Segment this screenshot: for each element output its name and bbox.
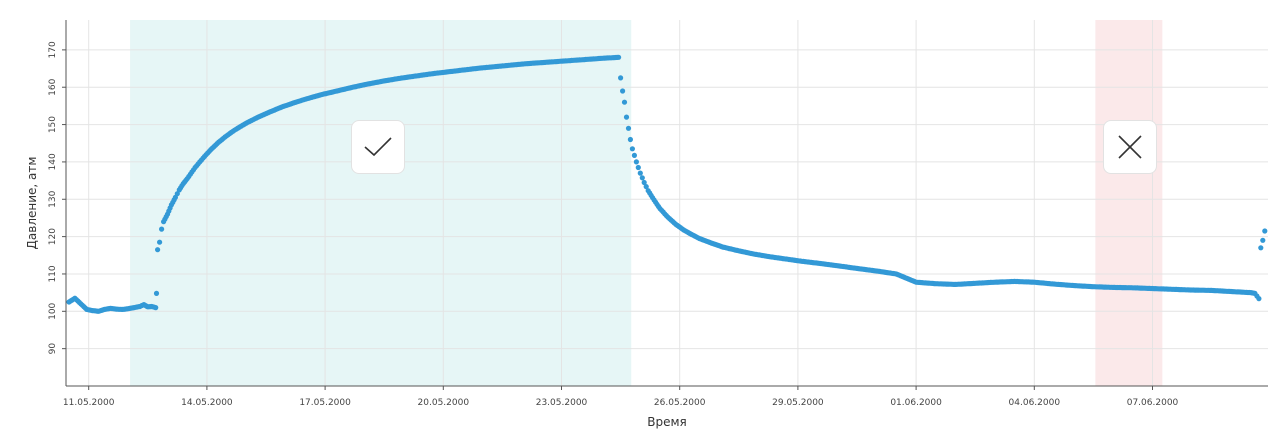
y-tick-label: 110 xyxy=(48,265,58,282)
data-point xyxy=(629,146,636,152)
data-point xyxy=(157,239,163,245)
x-tick-label: 17.05.2000 xyxy=(299,398,351,408)
y-tick-label: 170 xyxy=(48,41,58,58)
regions-layer xyxy=(130,20,1163,386)
data-point xyxy=(1262,228,1268,234)
data-point xyxy=(627,136,634,143)
data-point xyxy=(159,226,165,232)
data-point xyxy=(618,75,624,81)
y-tick-label: 120 xyxy=(48,228,58,245)
data-point xyxy=(621,99,628,105)
x-tick-label: 07.06.2000 xyxy=(1127,398,1179,408)
axes-layer xyxy=(65,20,1268,387)
x-tick-label: 01.06.2000 xyxy=(890,398,942,408)
x-tick-label: 26.05.2000 xyxy=(654,398,706,408)
y-tick-label: 160 xyxy=(48,78,58,95)
success-badge[interactable] xyxy=(351,120,405,174)
grid-layer xyxy=(66,20,1268,386)
x-tick-labels: 11.05.2000 14.05.2000 17.05.2000 20.05.2000… xyxy=(63,386,1179,408)
x-tick-label: 23.05.2000 xyxy=(536,398,588,408)
close-icon xyxy=(1118,135,1142,159)
data-point xyxy=(641,179,647,186)
x-axis-title: Время xyxy=(647,415,687,429)
data-points-layer xyxy=(66,54,1268,314)
data-point xyxy=(153,305,159,311)
x-tick-label: 04.06.2000 xyxy=(1009,398,1061,408)
data-point xyxy=(620,88,626,94)
check-icon xyxy=(364,137,392,157)
y-tick-labels: 90 100 110 120 130 140 150 160 170 xyxy=(48,41,66,354)
failure-badge[interactable] xyxy=(1103,120,1157,174)
y-tick-label: 90 xyxy=(48,343,58,355)
x-tick-label: 29.05.2000 xyxy=(772,398,824,408)
x-tick-label: 20.05.2000 xyxy=(418,398,470,408)
data-point xyxy=(637,170,643,176)
y-tick-label: 150 xyxy=(48,116,58,133)
y-tick-label: 100 xyxy=(48,302,58,319)
y-axis-title: Давление, атм xyxy=(25,157,39,250)
data-point xyxy=(643,184,649,190)
y-tick-label: 140 xyxy=(48,153,58,170)
x-tick-label: 11.05.2000 xyxy=(63,398,115,408)
data-point xyxy=(1260,237,1266,243)
x-tick-label: 14.05.2000 xyxy=(181,398,233,408)
data-point xyxy=(616,54,622,60)
y-tick-label: 130 xyxy=(48,190,58,207)
data-point xyxy=(633,159,640,165)
data-point xyxy=(625,125,632,131)
data-point xyxy=(631,152,638,158)
data-point xyxy=(1258,245,1264,251)
data-point xyxy=(635,164,641,171)
data-point xyxy=(153,290,160,296)
data-point xyxy=(623,114,630,120)
data-point xyxy=(155,247,161,253)
fail-region xyxy=(1095,20,1163,386)
success-region xyxy=(130,20,632,386)
data-point xyxy=(639,175,645,181)
data-point xyxy=(1256,296,1262,302)
